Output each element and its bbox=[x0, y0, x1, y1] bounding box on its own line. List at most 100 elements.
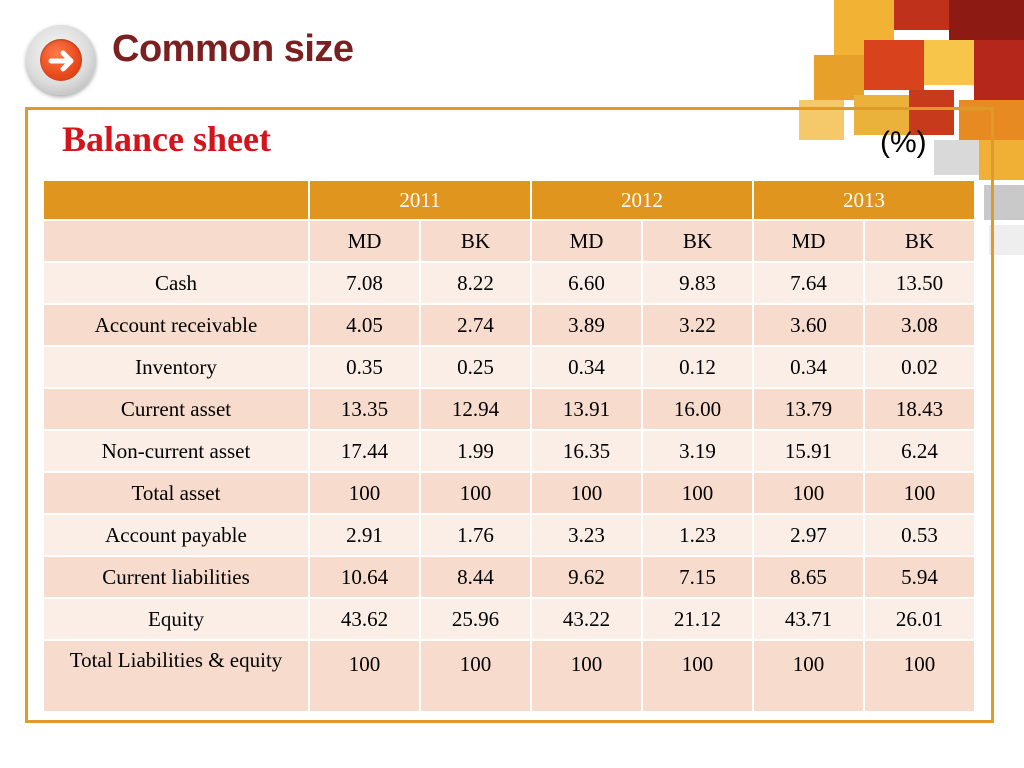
table-row: Total asset 100 100 100 100 100 100 bbox=[44, 473, 975, 513]
table-cell: 3.22 bbox=[643, 305, 753, 345]
row-label: Total asset bbox=[44, 473, 308, 513]
row-label: Cash bbox=[44, 263, 308, 303]
table-cell: 3.60 bbox=[754, 305, 864, 345]
table-cell: 3.19 bbox=[643, 431, 753, 471]
table-cell: 26.01 bbox=[865, 599, 975, 639]
table-cell: 8.65 bbox=[754, 557, 864, 597]
year-header: 2011 bbox=[310, 181, 531, 219]
unit-label: (%) bbox=[880, 126, 927, 159]
company-header: BK bbox=[643, 221, 753, 261]
table-cell: 17.44 bbox=[310, 431, 419, 471]
table-cell: 100 bbox=[421, 641, 531, 711]
table-cell: 13.91 bbox=[532, 389, 642, 429]
table-title: Balance sheet bbox=[62, 119, 271, 159]
table-cell: 3.89 bbox=[532, 305, 642, 345]
table-cell: 15.91 bbox=[754, 431, 864, 471]
table-cell: 6.24 bbox=[865, 431, 975, 471]
table-cell: 16.35 bbox=[532, 431, 642, 471]
table-cell: 1.23 bbox=[643, 515, 753, 555]
table-cell: 100 bbox=[421, 473, 531, 513]
company-header: MD bbox=[310, 221, 419, 261]
table-cell: 13.79 bbox=[754, 389, 864, 429]
table-cell: 13.35 bbox=[310, 389, 419, 429]
row-label: Account payable bbox=[44, 515, 308, 555]
table-cell: 12.94 bbox=[421, 389, 531, 429]
arrow-right-glyph bbox=[48, 50, 74, 72]
table-row: Inventory 0.35 0.25 0.34 0.12 0.34 0.02 bbox=[44, 347, 975, 387]
table-cell: 7.08 bbox=[310, 263, 419, 303]
table-cell: 10.64 bbox=[310, 557, 419, 597]
table-cell: 18.43 bbox=[865, 389, 975, 429]
year-header: 2013 bbox=[754, 181, 975, 219]
year-header-row: 2011 2012 2013 bbox=[44, 181, 975, 219]
table-cell: 25.96 bbox=[421, 599, 531, 639]
table-cell: 7.64 bbox=[754, 263, 864, 303]
company-header: BK bbox=[421, 221, 531, 261]
table-cell: 2.97 bbox=[754, 515, 864, 555]
company-header: BK bbox=[865, 221, 975, 261]
decorative-blocks bbox=[794, 0, 1024, 280]
table-cell: 8.44 bbox=[421, 557, 531, 597]
row-label: Current asset bbox=[44, 389, 308, 429]
table-cell: 100 bbox=[532, 641, 642, 711]
table-cell: 16.00 bbox=[643, 389, 753, 429]
year-header: 2012 bbox=[532, 181, 753, 219]
table-row: Current asset 13.35 12.94 13.91 16.00 13… bbox=[44, 389, 975, 429]
table-cell: 9.62 bbox=[532, 557, 642, 597]
table-cell: 100 bbox=[865, 641, 975, 711]
table-cell: 4.05 bbox=[310, 305, 419, 345]
table-cell: 0.35 bbox=[310, 347, 419, 387]
row-label: Equity bbox=[44, 599, 308, 639]
table-cell: 100 bbox=[754, 641, 864, 711]
table-cell: 100 bbox=[643, 473, 753, 513]
table-cell: 0.25 bbox=[421, 347, 531, 387]
table-cell: 13.50 bbox=[865, 263, 975, 303]
row-label: Current liabilities bbox=[44, 557, 308, 597]
table-row: Equity 43.62 25.96 43.22 21.12 43.71 26.… bbox=[44, 599, 975, 639]
company-header: MD bbox=[754, 221, 864, 261]
table-row: Total Liabilities & equity 100 100 100 1… bbox=[44, 641, 975, 711]
row-label: Account receivable bbox=[44, 305, 308, 345]
table-row: Account receivable 4.05 2.74 3.89 3.22 3… bbox=[44, 305, 975, 345]
table-cell: 0.34 bbox=[532, 347, 642, 387]
table-row: Current liabilities 10.64 8.44 9.62 7.15… bbox=[44, 557, 975, 597]
table-cell: 2.91 bbox=[310, 515, 419, 555]
row-label: Inventory bbox=[44, 347, 308, 387]
balance-sheet-table: 2011 2012 2013 MD BK MD BK MD BK Cash 7.… bbox=[42, 179, 976, 713]
table-cell: 100 bbox=[643, 641, 753, 711]
table-cell: 2.74 bbox=[421, 305, 531, 345]
company-header: MD bbox=[532, 221, 642, 261]
table-cell: 21.12 bbox=[643, 599, 753, 639]
slide-title: Common size bbox=[112, 28, 354, 70]
table-cell: 100 bbox=[532, 473, 642, 513]
table-cell: 9.83 bbox=[643, 263, 753, 303]
table-cell: 0.12 bbox=[643, 347, 753, 387]
table-cell: 100 bbox=[310, 641, 419, 711]
table-cell: 8.22 bbox=[421, 263, 531, 303]
row-label: Non-current asset bbox=[44, 431, 308, 471]
table-cell: 1.76 bbox=[421, 515, 531, 555]
table-cell: 0.02 bbox=[865, 347, 975, 387]
subheader-corner bbox=[44, 221, 308, 261]
table-row: Non-current asset 17.44 1.99 16.35 3.19 … bbox=[44, 431, 975, 471]
table-cell: 0.53 bbox=[865, 515, 975, 555]
header-corner bbox=[44, 181, 308, 219]
table-cell: 6.60 bbox=[532, 263, 642, 303]
nav-arrow-button[interactable] bbox=[26, 25, 96, 95]
table-cell: 100 bbox=[310, 473, 419, 513]
table-row: Cash 7.08 8.22 6.60 9.83 7.64 13.50 bbox=[44, 263, 975, 303]
table-row: Account payable 2.91 1.76 3.23 1.23 2.97… bbox=[44, 515, 975, 555]
content-frame bbox=[25, 107, 994, 723]
table-cell: 43.71 bbox=[754, 599, 864, 639]
table-cell: 100 bbox=[754, 473, 864, 513]
table-cell: 100 bbox=[865, 473, 975, 513]
table-cell: 3.23 bbox=[532, 515, 642, 555]
company-header-row: MD BK MD BK MD BK bbox=[44, 221, 975, 261]
table-cell: 43.62 bbox=[310, 599, 419, 639]
table-cell: 7.15 bbox=[643, 557, 753, 597]
table-cell: 1.99 bbox=[421, 431, 531, 471]
table-cell: 3.08 bbox=[865, 305, 975, 345]
row-label: Total Liabilities & equity bbox=[44, 641, 308, 711]
table-cell: 43.22 bbox=[532, 599, 642, 639]
table-cell: 5.94 bbox=[865, 557, 975, 597]
